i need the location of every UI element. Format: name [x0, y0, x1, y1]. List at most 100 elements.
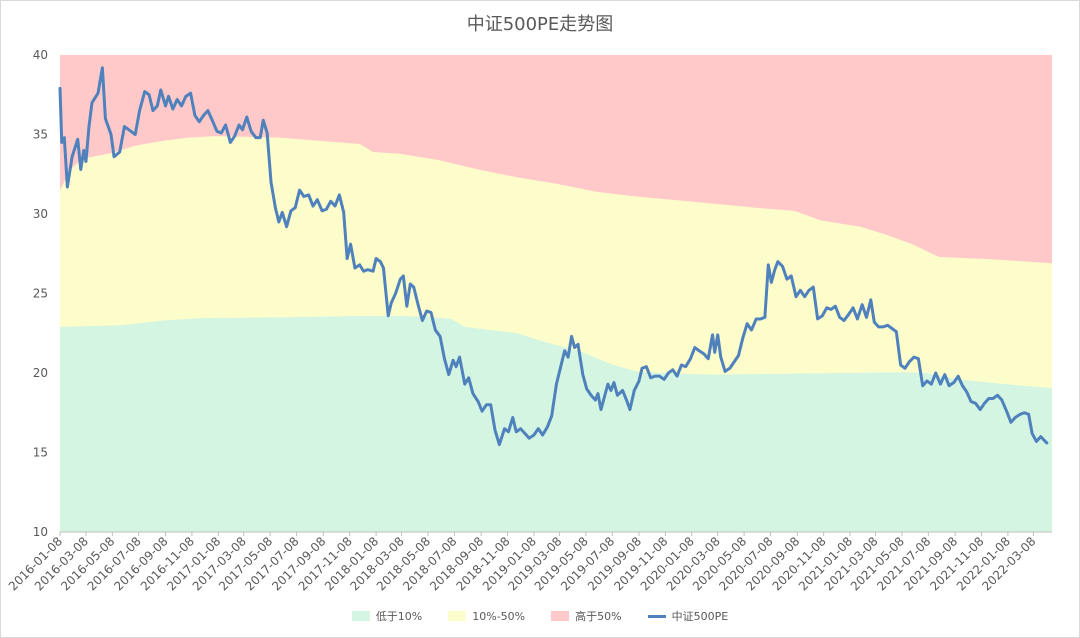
- data-point: [277, 220, 281, 224]
- data-point: [320, 209, 324, 213]
- data-point: [925, 379, 929, 383]
- data-point: [438, 335, 442, 338]
- data-point: [956, 374, 960, 378]
- data-point: [471, 392, 475, 395]
- data-point: [794, 295, 798, 298]
- data-point: [873, 320, 876, 324]
- data-point: [707, 357, 710, 360]
- data-point: [781, 265, 784, 268]
- data-point: [156, 104, 159, 108]
- data-point: [265, 131, 269, 135]
- series-line-pe: [58, 66, 1049, 447]
- data-point: [851, 306, 855, 310]
- data-point: [912, 355, 916, 359]
- data-point: [123, 125, 126, 128]
- data-point: [387, 314, 390, 317]
- data-point: [342, 211, 345, 214]
- data-point: [60, 141, 63, 144]
- data-point: [881, 325, 885, 329]
- data-point: [1039, 435, 1042, 438]
- legend-label: 低于10%: [375, 610, 423, 623]
- legend-swatch: [448, 611, 467, 621]
- data-point: [821, 314, 824, 317]
- data-point: [838, 316, 841, 319]
- data-point: [825, 306, 828, 310]
- data-point: [249, 130, 253, 133]
- data-point: [649, 376, 652, 379]
- data-point: [917, 357, 920, 360]
- y-tick-label: 25: [33, 287, 48, 301]
- data-point: [458, 355, 461, 359]
- data-point: [684, 365, 687, 368]
- data-point: [159, 88, 162, 92]
- data-point: [563, 349, 566, 352]
- data-point: [1045, 441, 1049, 445]
- data-point: [498, 443, 501, 446]
- data-point: [987, 397, 991, 400]
- legend-label: 高于50%: [575, 610, 622, 623]
- data-point: [576, 343, 580, 346]
- data-point: [434, 328, 437, 332]
- data-point: [333, 204, 337, 208]
- data-point: [737, 354, 740, 357]
- data-point: [979, 408, 982, 411]
- data-point: [76, 138, 79, 141]
- y-tick-label: 10: [33, 525, 48, 539]
- data-point: [143, 90, 146, 93]
- data-point: [87, 125, 91, 128]
- data-point: [969, 400, 973, 403]
- data-point: [983, 402, 986, 405]
- data-point: [307, 193, 310, 197]
- data-point: [215, 130, 219, 133]
- data-point: [485, 403, 488, 406]
- data-point: [1014, 416, 1017, 419]
- data-point: [532, 433, 536, 437]
- legend-swatch: [647, 614, 666, 618]
- data-point: [662, 378, 666, 381]
- data-point: [723, 370, 727, 373]
- data-point: [658, 374, 661, 378]
- data-point: [625, 398, 628, 402]
- data-point: [402, 274, 405, 278]
- data-point: [628, 408, 632, 411]
- data-point: [1009, 421, 1013, 424]
- data-point: [934, 371, 937, 375]
- data-point: [667, 371, 670, 375]
- data-point: [961, 384, 964, 387]
- data-point: [589, 394, 593, 397]
- data-point: [259, 136, 262, 139]
- data-point: [58, 87, 62, 90]
- data-point: [390, 301, 393, 305]
- data-point: [171, 107, 175, 111]
- legend-swatch: [351, 611, 370, 621]
- data-point: [776, 260, 780, 263]
- data-point: [546, 425, 549, 429]
- data-point: [785, 277, 789, 281]
- data-point: [816, 317, 819, 321]
- data-point: [693, 346, 697, 349]
- data-point: [599, 408, 603, 411]
- data-point: [84, 160, 88, 163]
- data-point: [175, 98, 179, 101]
- data-point: [164, 104, 167, 108]
- data-point: [616, 394, 619, 397]
- data-point: [671, 368, 674, 372]
- data-point: [202, 114, 205, 117]
- data-point: [680, 363, 683, 367]
- data-point: [311, 204, 315, 208]
- data-point: [559, 367, 562, 370]
- legend-label: 中证500PE: [671, 610, 729, 623]
- data-point: [555, 382, 558, 386]
- data-point: [451, 359, 455, 362]
- data-point: [1035, 440, 1038, 443]
- data-point: [329, 200, 332, 203]
- data-point: [229, 141, 232, 144]
- data-point: [112, 155, 116, 158]
- legend: 低于10% 10%-50% 高于50% 中证500PE: [0, 608, 1080, 624]
- data-point: [294, 206, 297, 209]
- data-point: [719, 355, 722, 359]
- data-point: [570, 335, 573, 338]
- data-point: [101, 66, 104, 69]
- data-point: [374, 257, 378, 260]
- data-point: [338, 193, 341, 197]
